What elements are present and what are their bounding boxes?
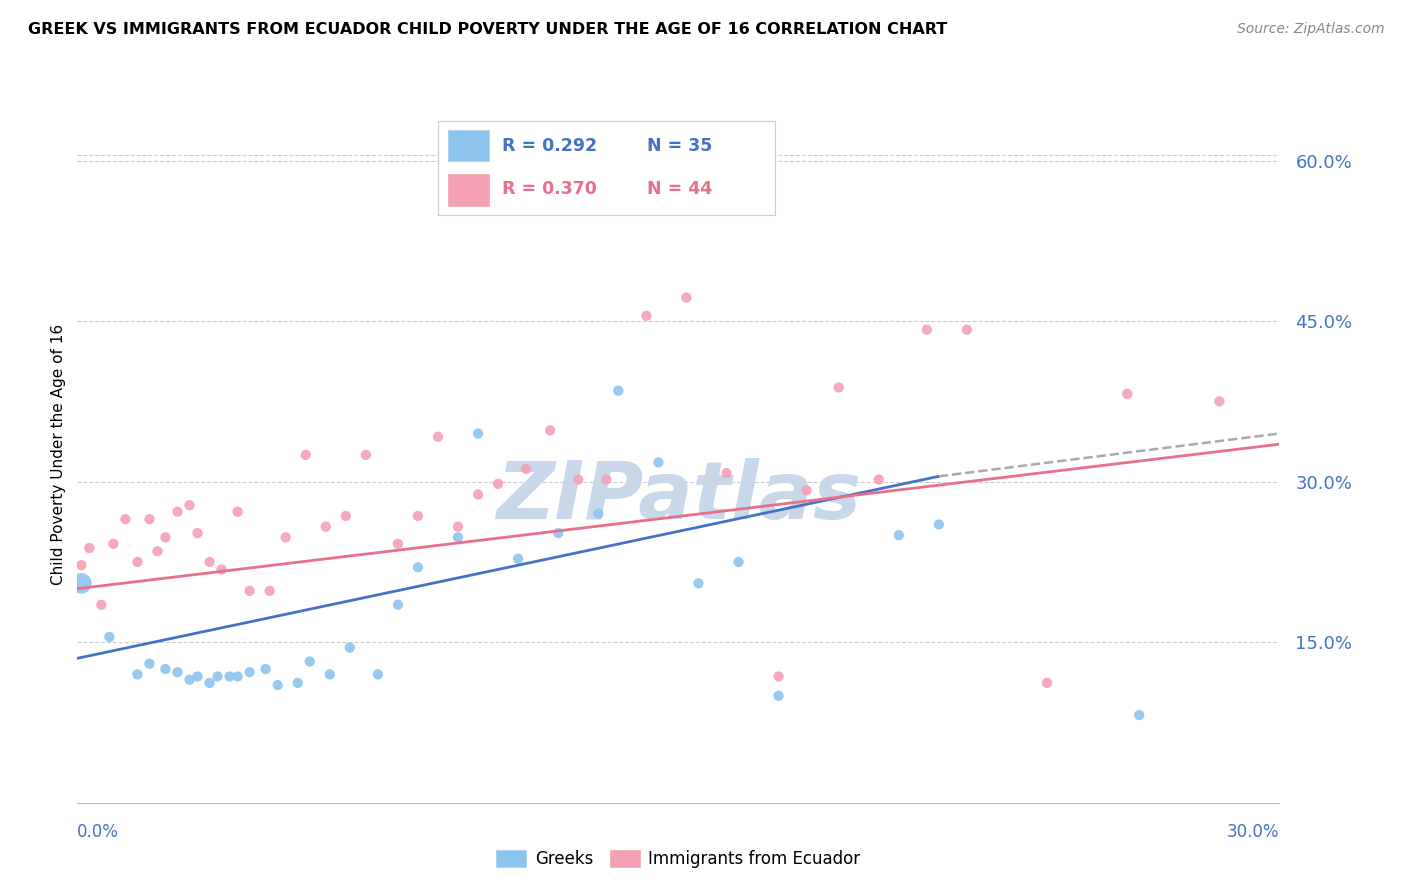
Bar <box>449 174 489 205</box>
Point <box>98 630 121 644</box>
Text: 30.0%: 30.0% <box>1227 822 1279 840</box>
Point <box>267 678 290 692</box>
Text: N = 44: N = 44 <box>647 179 713 198</box>
Point <box>274 530 297 544</box>
Point <box>447 519 470 533</box>
Point <box>647 455 669 469</box>
Point <box>179 498 201 512</box>
Point <box>1036 676 1059 690</box>
Text: 0.0%: 0.0% <box>77 822 120 840</box>
Legend: Greeks, Immigrants from Ecuador: Greeks, Immigrants from Ecuador <box>489 843 868 874</box>
Point <box>239 583 262 598</box>
Point <box>406 560 429 574</box>
Point <box>538 423 561 437</box>
Point <box>1116 387 1139 401</box>
Point <box>239 665 262 680</box>
Point <box>319 667 342 681</box>
Text: R = 0.370: R = 0.370 <box>502 179 598 198</box>
Point <box>298 655 321 669</box>
Point <box>547 526 569 541</box>
Point <box>887 528 910 542</box>
Point <box>1208 394 1230 409</box>
Point <box>226 669 249 683</box>
Text: N = 35: N = 35 <box>647 136 713 154</box>
Point <box>155 662 177 676</box>
Point <box>387 598 409 612</box>
Text: R = 0.292: R = 0.292 <box>502 136 598 154</box>
Point <box>70 576 93 591</box>
Point <box>138 512 160 526</box>
Point <box>768 689 790 703</box>
Point <box>294 448 316 462</box>
Point <box>186 669 209 683</box>
Point <box>114 512 136 526</box>
Text: Source: ZipAtlas.com: Source: ZipAtlas.com <box>1237 22 1385 37</box>
Point <box>339 640 361 655</box>
Point <box>1128 708 1150 723</box>
Point <box>79 541 101 555</box>
Point <box>588 507 610 521</box>
Point <box>226 505 249 519</box>
Point <box>198 676 221 690</box>
Y-axis label: Child Poverty Under the Age of 16: Child Poverty Under the Age of 16 <box>51 325 66 585</box>
Point <box>254 662 277 676</box>
Point <box>179 673 201 687</box>
Point <box>768 669 790 683</box>
Point <box>166 665 188 680</box>
Point <box>956 323 979 337</box>
Point <box>467 426 489 441</box>
Point <box>387 537 409 551</box>
Point <box>103 537 125 551</box>
Point <box>211 562 233 576</box>
Point <box>186 526 209 541</box>
Point <box>406 508 429 523</box>
Point <box>427 430 450 444</box>
Point <box>146 544 169 558</box>
Point <box>138 657 160 671</box>
Point <box>796 483 818 498</box>
Point <box>508 551 530 566</box>
Point <box>127 667 149 681</box>
Point <box>567 473 589 487</box>
Point <box>166 505 188 519</box>
Point <box>127 555 149 569</box>
Point <box>315 519 337 533</box>
Point <box>636 309 658 323</box>
Point <box>447 530 470 544</box>
Text: ZIPatlas: ZIPatlas <box>496 458 860 536</box>
Point <box>335 508 357 523</box>
Text: GREEK VS IMMIGRANTS FROM ECUADOR CHILD POVERTY UNDER THE AGE OF 16 CORRELATION C: GREEK VS IMMIGRANTS FROM ECUADOR CHILD P… <box>28 22 948 37</box>
Point <box>828 380 851 394</box>
Point <box>198 555 221 569</box>
Point <box>486 476 509 491</box>
Point <box>367 667 389 681</box>
Point <box>688 576 710 591</box>
Point <box>218 669 240 683</box>
Point <box>675 291 697 305</box>
Point <box>515 462 537 476</box>
Point <box>70 558 93 573</box>
Point <box>207 669 229 683</box>
Point <box>287 676 309 690</box>
Point <box>595 473 617 487</box>
Point <box>928 517 950 532</box>
Point <box>354 448 377 462</box>
Point <box>868 473 890 487</box>
Point <box>259 583 281 598</box>
Point <box>90 598 112 612</box>
Point <box>607 384 630 398</box>
Point <box>716 466 738 480</box>
Bar <box>449 129 489 161</box>
Point <box>155 530 177 544</box>
Point <box>915 323 938 337</box>
Point <box>467 487 489 501</box>
Point <box>727 555 749 569</box>
